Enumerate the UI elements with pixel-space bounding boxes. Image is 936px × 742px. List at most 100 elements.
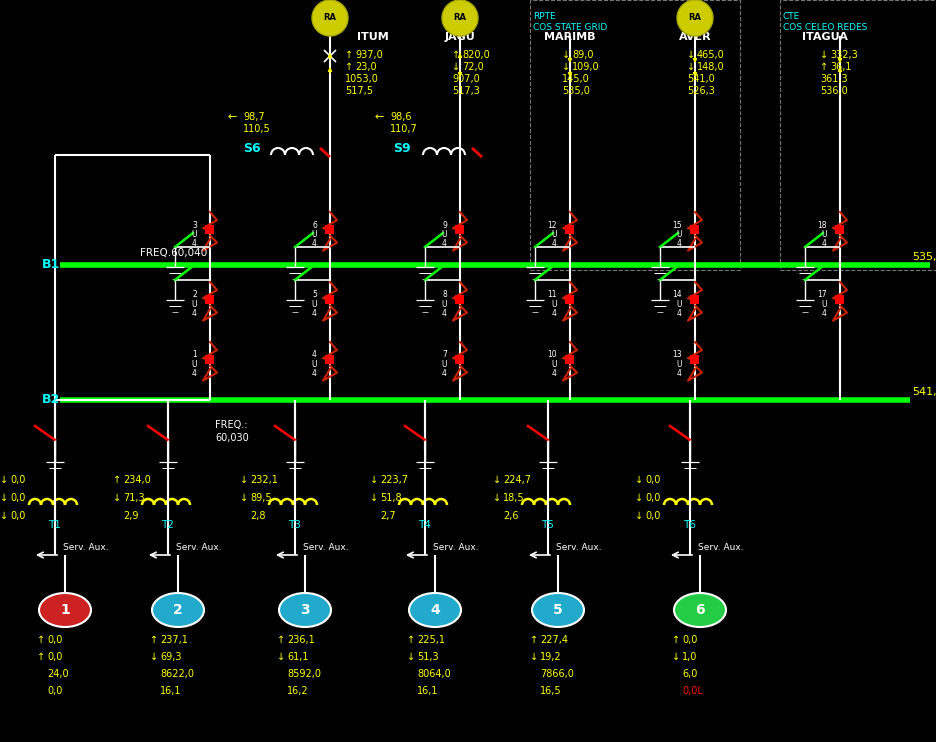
Text: 16,1: 16,1 — [160, 686, 182, 696]
Text: ITAGUA: ITAGUA — [801, 32, 847, 42]
Text: 361,3: 361,3 — [819, 74, 847, 84]
Bar — [325, 355, 334, 364]
Text: 16,2: 16,2 — [286, 686, 308, 696]
Text: 2,6: 2,6 — [503, 511, 518, 521]
Text: 16,1: 16,1 — [417, 686, 438, 696]
Text: 98,6: 98,6 — [389, 112, 411, 122]
Text: 7: 7 — [442, 350, 446, 360]
Text: 1053,0: 1053,0 — [344, 74, 378, 84]
Text: ↓: ↓ — [370, 493, 378, 503]
Text: U: U — [551, 361, 556, 370]
Text: 1: 1 — [192, 350, 197, 360]
Text: 517,3: 517,3 — [451, 86, 479, 96]
Ellipse shape — [673, 593, 725, 627]
Text: COS CELEO REDES: COS CELEO REDES — [782, 23, 867, 32]
Text: S6: S6 — [242, 142, 260, 154]
Text: 109,0: 109,0 — [571, 62, 599, 72]
Text: ↓: ↓ — [277, 652, 285, 662]
Text: ←: ← — [374, 112, 384, 122]
Text: Serv. Aux.: Serv. Aux. — [176, 542, 222, 551]
Bar — [205, 226, 214, 234]
Text: 517,5: 517,5 — [344, 86, 373, 96]
Text: 18: 18 — [816, 220, 826, 229]
Text: FREQ.60,040: FREQ.60,040 — [139, 248, 207, 258]
Text: 6: 6 — [695, 603, 704, 617]
Text: 541,3: 541,3 — [911, 387, 936, 397]
Text: 232,1: 232,1 — [250, 475, 278, 485]
Text: AVER: AVER — [678, 32, 710, 42]
Text: ↑: ↑ — [406, 635, 415, 645]
Text: 98,7: 98,7 — [242, 112, 264, 122]
Text: 51,3: 51,3 — [417, 652, 438, 662]
Text: 4: 4 — [442, 309, 446, 318]
Text: 0,0: 0,0 — [10, 475, 25, 485]
Text: 10: 10 — [547, 350, 556, 360]
Text: 89,0: 89,0 — [571, 50, 592, 60]
Text: 0,0: 0,0 — [10, 511, 25, 521]
Text: FREQ.:: FREQ.: — [214, 420, 247, 430]
Text: U: U — [191, 361, 197, 370]
Bar — [455, 226, 464, 234]
Text: 51,8: 51,8 — [380, 493, 402, 503]
Text: T3: T3 — [288, 520, 301, 530]
Text: 4: 4 — [430, 603, 439, 617]
Text: ↑: ↑ — [819, 62, 827, 72]
Text: ↓: ↓ — [0, 475, 8, 485]
Text: 61,1: 61,1 — [286, 652, 308, 662]
Text: ↓: ↓ — [406, 652, 415, 662]
Text: 3: 3 — [192, 220, 197, 229]
Bar — [565, 295, 574, 304]
Text: ↓: ↓ — [113, 493, 121, 503]
Text: 4: 4 — [312, 370, 316, 378]
Text: T6: T6 — [683, 520, 695, 530]
Text: 23,0: 23,0 — [355, 62, 376, 72]
Bar — [835, 226, 843, 234]
Text: 4: 4 — [821, 309, 826, 318]
Text: 237,1: 237,1 — [160, 635, 188, 645]
Text: Serv. Aux.: Serv. Aux. — [697, 542, 743, 551]
Text: 4: 4 — [551, 309, 556, 318]
Text: ↓: ↓ — [492, 493, 501, 503]
Text: 223,7: 223,7 — [380, 475, 407, 485]
Text: ↓: ↓ — [562, 62, 569, 72]
Text: ↑: ↑ — [277, 635, 285, 645]
Text: 536,0: 536,0 — [819, 86, 847, 96]
Text: 820,0: 820,0 — [461, 50, 490, 60]
Text: ↑: ↑ — [671, 635, 680, 645]
Text: ↓: ↓ — [635, 475, 642, 485]
Text: ↑: ↑ — [344, 50, 353, 60]
Text: T1: T1 — [49, 520, 62, 530]
Text: 2: 2 — [173, 603, 183, 617]
Text: 18,5: 18,5 — [503, 493, 524, 503]
Text: ↑: ↑ — [113, 475, 121, 485]
Bar — [690, 226, 699, 234]
Text: ↓: ↓ — [451, 62, 460, 72]
Text: ↓: ↓ — [492, 475, 501, 485]
Text: U: U — [311, 231, 316, 240]
Text: 4: 4 — [551, 370, 556, 378]
Text: 16,5: 16,5 — [539, 686, 561, 696]
Text: CTE: CTE — [782, 12, 799, 21]
Text: 8064,0: 8064,0 — [417, 669, 450, 679]
Text: COS STATE GRID: COS STATE GRID — [533, 23, 607, 32]
Text: 9: 9 — [442, 220, 446, 229]
Text: RA: RA — [688, 13, 701, 22]
Text: ↓: ↓ — [150, 652, 158, 662]
Ellipse shape — [39, 593, 91, 627]
Bar — [455, 355, 464, 364]
Text: 8: 8 — [442, 291, 446, 300]
Text: 6,0: 6,0 — [681, 669, 696, 679]
Text: 71,3: 71,3 — [123, 493, 144, 503]
Text: ↓: ↓ — [635, 511, 642, 521]
Text: 535,6: 535,6 — [911, 252, 936, 262]
Text: 8592,0: 8592,0 — [286, 669, 321, 679]
Text: 13: 13 — [672, 350, 681, 360]
Text: 4: 4 — [677, 309, 681, 318]
Text: 3: 3 — [300, 603, 310, 617]
Text: ↓: ↓ — [240, 475, 248, 485]
Text: 0,0L: 0,0L — [681, 686, 702, 696]
Text: Serv. Aux.: Serv. Aux. — [555, 542, 601, 551]
Text: 4: 4 — [442, 240, 446, 249]
Text: U: U — [821, 301, 826, 309]
Text: 2,9: 2,9 — [123, 511, 139, 521]
